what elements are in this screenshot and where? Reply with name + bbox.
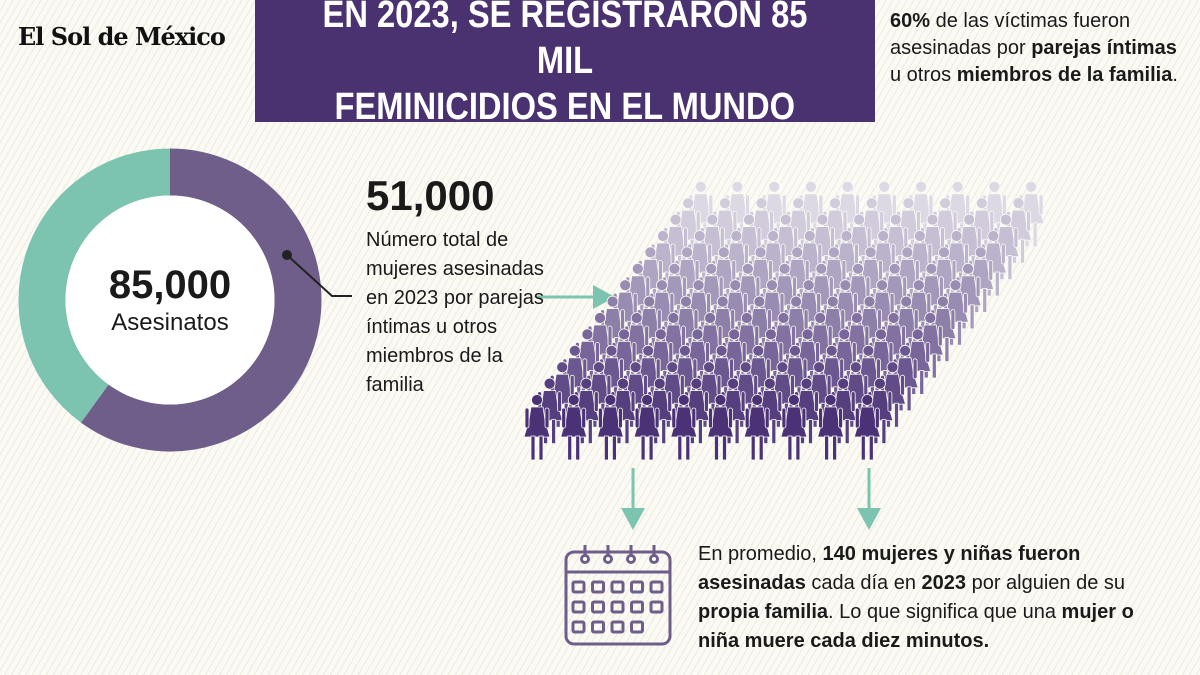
top-note: 60% de las víctimas fueron asesinadas po… [890,8,1190,89]
big-number-description: Número total de mujeres asesinadas en 20… [366,229,544,396]
woman-figure-icon [780,394,808,461]
donut-hole [65,195,275,405]
woman-figure-icon [743,394,771,461]
text-segment: miembros de la familia [956,64,1173,86]
arrow-down-icon [621,468,645,530]
donut-center-label: 85,000 Asesinatos [70,262,270,338]
big-number: 51,000 [366,172,495,219]
text-segment: 2023 [921,572,967,594]
woman-figure-icon [560,394,588,461]
donut-chart [18,148,322,452]
text-segment: u otros [890,64,957,86]
headline-line-1: EN 2023, SE REGISTRARON 85 MIL [322,0,808,82]
text-segment: por alguien de su [966,572,1126,594]
calendar-icon [564,545,672,646]
headline-banner: EN 2023, SE REGISTRARON 85 MIL FEMINICID… [255,0,875,128]
headline-line-2: FEMINICIDIOS EN EL MUNDO [334,86,796,128]
woman-figure-icon [633,394,661,461]
woman-figure-icon [596,394,624,461]
text-segment: 60% [890,10,931,32]
text-segment: cada día en [805,572,922,594]
pointer-line [286,254,352,297]
bottom-note: En promedio, 140 mujeres y niñas fueron … [698,540,1138,656]
text-segment: mujer o niña muere cada diez minutos. [698,601,1134,652]
woman-figure-icon [706,394,735,461]
donut-slice [80,148,322,452]
donut-total-label: Asesinatos [111,309,229,336]
woman-figure-icon [853,394,881,461]
text-segment: En promedio, [698,543,823,565]
text-segment: . [1172,64,1178,86]
arrow-right-icon [537,285,615,309]
text-segment: de las víctimas fueron asesinadas por [890,10,1131,59]
text-segment: propia familia [698,601,829,623]
newspaper-logo: El Sol de México [18,22,226,51]
donut-total-value: 85,000 [108,263,232,307]
arrow-down-icon [857,468,881,530]
woman-figure-icon [523,394,551,461]
woman-figure-icon [670,394,698,461]
text-segment: 140 mujeres y niñas fueron asesinadas [698,543,1081,594]
women-figures-grid [523,180,1045,461]
woman-figure-icon [817,394,845,461]
donut-slice [18,148,171,423]
text-segment: . Lo que significa que una [828,601,1062,623]
text-segment: parejas íntimas [1031,37,1177,59]
